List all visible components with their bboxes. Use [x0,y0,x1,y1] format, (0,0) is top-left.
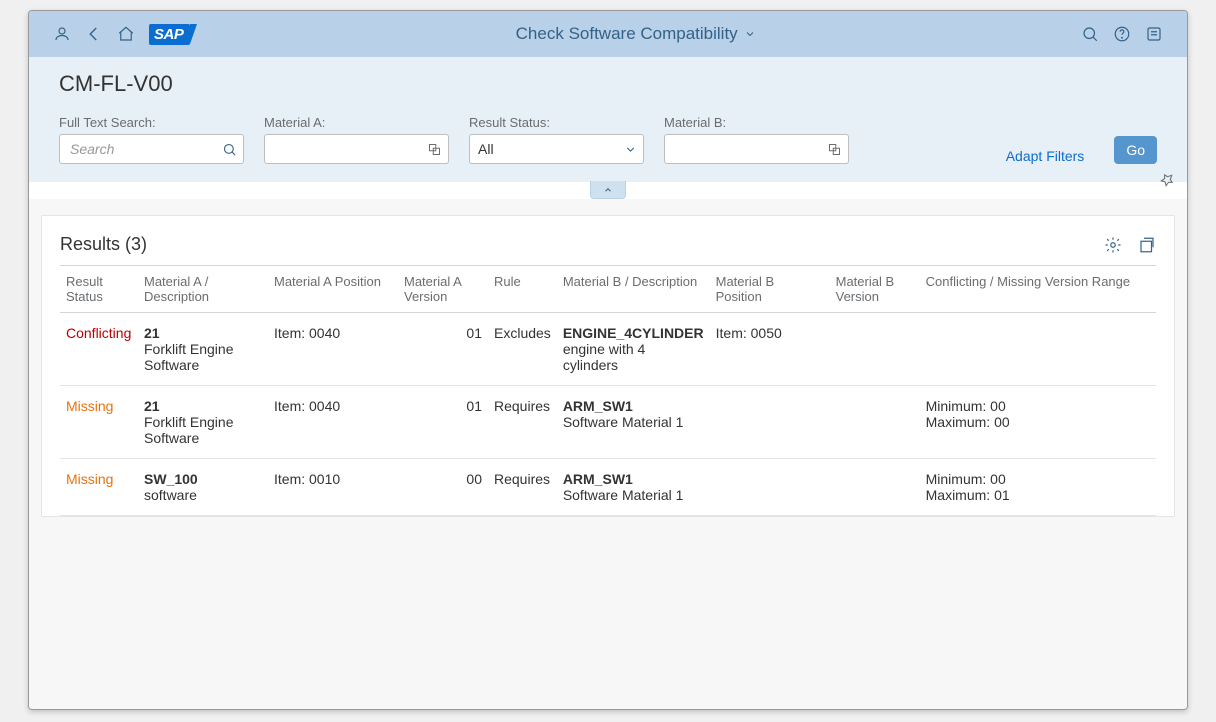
material-a-input-wrap[interactable] [264,134,449,164]
col-header-version-a[interactable]: Material A Version [398,266,488,313]
cell-position-a: Item: 0010 [268,459,398,516]
go-button[interactable]: Go [1114,136,1157,164]
collapse-filter-handle[interactable] [590,181,626,199]
cell-status: Missing [60,459,138,516]
results-table: Result Status Material A / Description M… [60,266,1156,516]
cell-material-a: 21Forklift Engine Software [138,313,268,386]
search-icon[interactable] [222,142,237,157]
chevron-up-icon [602,185,614,195]
result-status-select[interactable]: All [469,134,644,164]
gear-icon[interactable] [1104,236,1122,254]
cell-position-a: Item: 0040 [268,386,398,459]
table-header: Result Status Material A / Description M… [60,266,1156,313]
shell-header: SAP Check Software Compatibility [29,11,1187,57]
cell-status: Conflicting [60,313,138,386]
app-window: SAP Check Software Compatibility CM-FL-V… [28,10,1188,710]
results-toolbar [1104,236,1156,254]
col-header-version-b[interactable]: Material B Version [830,266,920,313]
help-icon[interactable] [1113,25,1131,43]
user-icon[interactable] [53,25,71,43]
col-header-rule[interactable]: Rule [488,266,557,313]
filter-result-status: Result Status: All [469,115,644,164]
filter-full-text-search: Full Text Search: [59,115,244,164]
cell-version-a: 01 [398,313,488,386]
value-help-icon[interactable] [427,142,442,157]
search-input-wrap[interactable] [59,134,244,164]
cell-version-b [830,459,920,516]
cell-range: Minimum: 00Maximum: 01 [920,459,1156,516]
table-row[interactable]: MissingSW_100softwareItem: 001000Require… [60,459,1156,516]
filter-label: Full Text Search: [59,115,244,130]
col-header-position-a[interactable]: Material A Position [268,266,398,313]
filter-row: Full Text Search: Material A: Result Sta… [59,115,1157,182]
table-row[interactable]: Conflicting21Forklift Engine SoftwareIte… [60,313,1156,386]
col-header-range[interactable]: Conflicting / Missing Version Range [920,266,1156,313]
cell-version-a: 00 [398,459,488,516]
filter-label: Material B: [664,115,849,130]
cell-status: Missing [60,386,138,459]
results-header: Results (3) [60,226,1156,266]
cell-material-a: SW_100software [138,459,268,516]
cell-version-a: 01 [398,386,488,459]
cell-position-b: Item: 0050 [710,313,830,386]
menu-icon[interactable] [1145,25,1163,43]
shell-header-right [1081,25,1163,43]
cell-material-b: ARM_SW1Software Material 1 [557,386,710,459]
cell-version-b [830,386,920,459]
cell-range [920,313,1156,386]
cell-position-b [710,459,830,516]
results-title: Results (3) [60,234,1104,255]
value-help-icon[interactable] [827,142,842,157]
cell-version-b [830,313,920,386]
home-icon[interactable] [117,25,135,43]
shell-title-text: Check Software Compatibility [516,24,738,44]
cell-position-a: Item: 0040 [268,313,398,386]
page-title: CM-FL-V00 [59,71,1157,97]
material-a-input[interactable] [273,140,427,158]
col-header-material-b[interactable]: Material B / Description [557,266,710,313]
cell-material-b: ARM_SW1Software Material 1 [557,459,710,516]
result-status-value: All [478,141,624,157]
cell-rule: Excludes [488,313,557,386]
cell-rule: Requires [488,459,557,516]
search-icon[interactable] [1081,25,1099,43]
filter-label: Material A: [264,115,449,130]
cell-position-b [710,386,830,459]
filter-label: Result Status: [469,115,644,130]
material-b-input[interactable] [673,140,827,158]
filter-material-b: Material B: [664,115,849,164]
filter-bar: CM-FL-V00 Full Text Search: Material A: … [29,57,1187,182]
chevron-down-icon [624,143,637,156]
adapt-filters-link[interactable]: Adapt Filters [1006,148,1085,164]
shell-header-left: SAP [53,24,190,45]
table-body: Conflicting21Forklift Engine SoftwareIte… [60,313,1156,516]
material-b-input-wrap[interactable] [664,134,849,164]
col-header-position-b[interactable]: Material B Position [710,266,830,313]
filter-material-a: Material A: [264,115,449,164]
results-card: Results (3) Result Status Material A / D… [41,215,1175,517]
back-icon[interactable] [85,25,103,43]
cell-rule: Requires [488,386,557,459]
sap-logo: SAP [149,24,190,45]
pin-icon[interactable] [1159,172,1175,188]
col-header-status[interactable]: Result Status [60,266,138,313]
content-area: Results (3) Result Status Material A / D… [29,199,1187,709]
cell-range: Minimum: 00Maximum: 00 [920,386,1156,459]
cell-material-a: 21Forklift Engine Software [138,386,268,459]
search-input[interactable] [68,140,222,158]
table-row[interactable]: Missing21Forklift Engine SoftwareItem: 0… [60,386,1156,459]
shell-title[interactable]: Check Software Compatibility [190,24,1081,44]
col-header-material-a[interactable]: Material A / Description [138,266,268,313]
chevron-down-icon [744,28,756,40]
cell-material-b: ENGINE_4CYLINDERengine with 4 cylinders [557,313,710,386]
export-icon[interactable] [1138,236,1156,254]
